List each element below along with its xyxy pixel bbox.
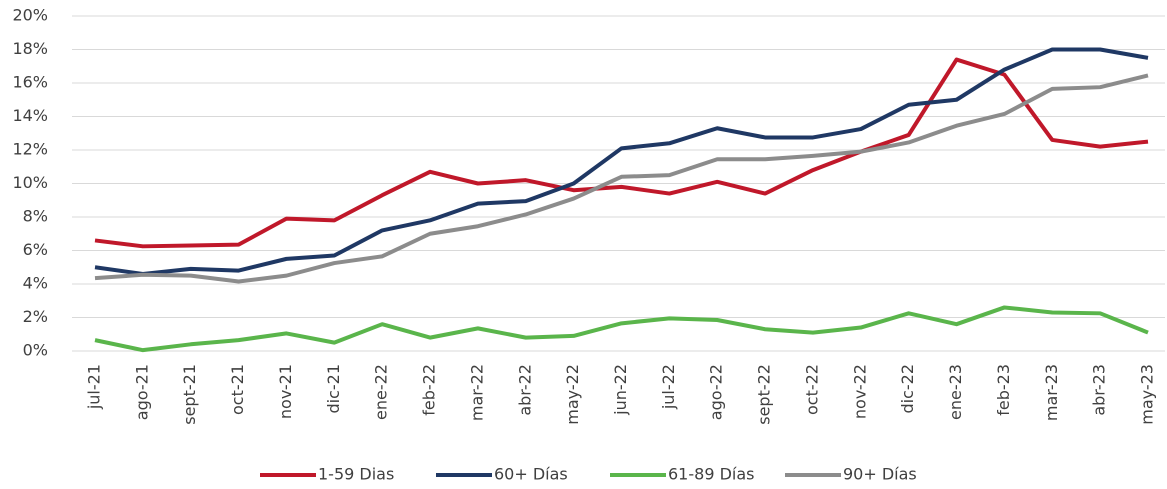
y-tick-label: 4%: [23, 274, 48, 293]
x-tick-label: sept-22: [755, 364, 774, 425]
series-line: [94, 47, 1149, 276]
y-tick-label: 14%: [12, 106, 48, 125]
y-tick-label: 8%: [23, 207, 48, 226]
series-line: [94, 57, 1149, 249]
legend-label: 90+ Días: [843, 465, 917, 484]
x-tick-label: mar-22: [467, 364, 486, 421]
x-tick-label: oct-21: [228, 364, 247, 415]
x-tick-label: feb-22: [420, 364, 439, 416]
x-tick-label: nov-22: [850, 364, 869, 419]
y-tick-label: 2%: [23, 307, 48, 326]
x-tick-label: oct-22: [802, 364, 821, 415]
x-tick-label: dic-21: [324, 364, 343, 414]
y-tick-label: 20%: [12, 6, 48, 25]
x-tick-label: ene-23: [946, 364, 965, 420]
y-tick-label: 6%: [23, 240, 48, 259]
x-tick-label: jul-21: [85, 364, 104, 410]
x-tick-label: abr-22: [515, 364, 534, 416]
x-tick-label: nov-21: [276, 364, 295, 419]
x-tick-label: jun-22: [611, 364, 630, 416]
y-tick-label: 18%: [12, 39, 48, 58]
y-tick-label: 10%: [12, 173, 48, 192]
x-tick-label: mar-23: [1042, 364, 1061, 421]
y-tick-label: 16%: [12, 73, 48, 92]
legend-label: 1-59 Dias: [318, 465, 394, 484]
series-line: [94, 73, 1149, 284]
x-tick-label: ago-21: [132, 364, 151, 420]
x-tick-label: ago-22: [707, 364, 726, 420]
x-tick-label: dic-22: [898, 364, 917, 414]
y-tick-label: 12%: [12, 140, 48, 159]
legend-label: 61-89 Días: [668, 465, 754, 484]
x-tick-label: may-22: [563, 364, 582, 425]
x-tick-label: sept-21: [180, 364, 199, 425]
y-tick-label: 0%: [23, 341, 48, 360]
x-tick-label: feb-23: [994, 364, 1013, 416]
x-tick-label: may-23: [1138, 364, 1157, 425]
legend-label: 60+ Días: [494, 465, 568, 484]
series-line: [94, 305, 1149, 353]
x-tick-label: jul-22: [659, 364, 678, 410]
x-tick-label: ene-22: [372, 364, 391, 420]
x-tick-label: abr-23: [1090, 364, 1109, 416]
